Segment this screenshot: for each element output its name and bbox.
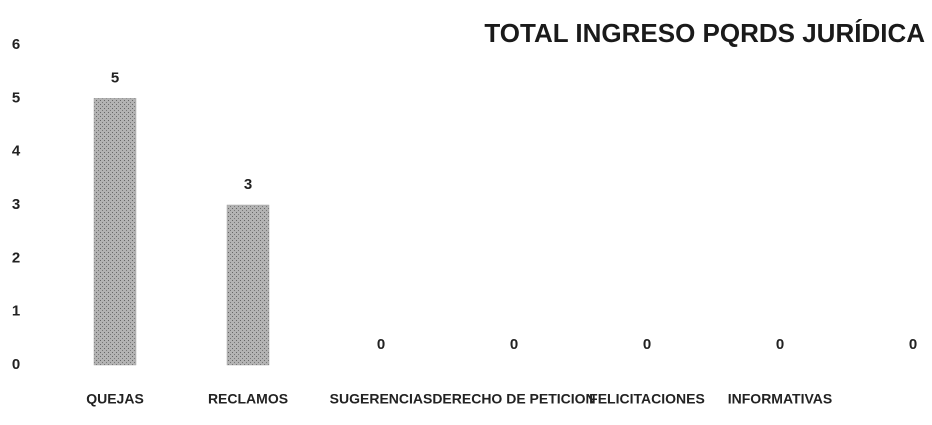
value-label: 0 [510, 336, 518, 353]
y-tick-label: 1 [12, 303, 20, 320]
x-tick-label: QUEJAS [86, 391, 144, 407]
bar [226, 204, 270, 366]
y-tick-label: 0 [12, 356, 20, 373]
x-tick-label: INFORMATIVAS [728, 391, 832, 407]
x-tick-label: DERECHO DE PETICION [432, 391, 595, 407]
value-label: 0 [643, 336, 651, 353]
y-tick-label: 3 [12, 196, 20, 213]
value-label: 3 [244, 176, 252, 193]
y-tick-label: 6 [12, 36, 20, 53]
value-label: 5 [111, 69, 119, 86]
value-label: 0 [909, 336, 917, 353]
chart-title: TOTAL INGRESO PQRDS JURÍDICA [484, 18, 925, 48]
value-label: 0 [776, 336, 784, 353]
x-tick-label: FELICITACIONES [589, 391, 705, 407]
value-label: 0 [377, 336, 385, 353]
x-tick-label: RECLAMOS [208, 391, 288, 407]
bar [93, 98, 137, 366]
y-tick-label: 4 [12, 143, 21, 160]
y-tick-label: 2 [12, 249, 20, 266]
y-tick-label: 5 [12, 89, 20, 106]
x-tick-label: SUGERENCIAS [330, 391, 433, 407]
